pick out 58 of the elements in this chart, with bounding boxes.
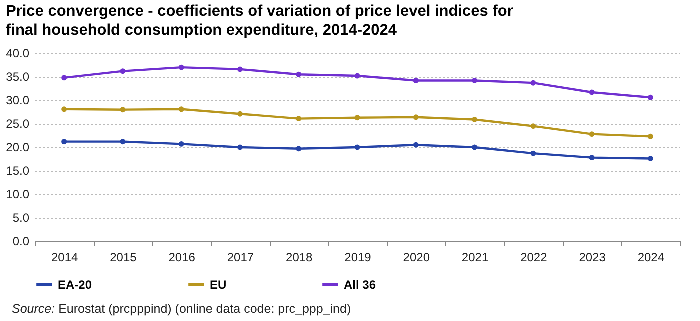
point	[120, 139, 126, 145]
y-tick-label: 5.0	[12, 211, 30, 225]
point	[120, 107, 126, 113]
y-tick-label: 40.0	[6, 46, 30, 60]
point	[648, 94, 654, 100]
x-tick-label: 2016	[168, 250, 196, 264]
point	[62, 106, 68, 112]
x-tick-label: 2017	[227, 250, 254, 264]
point	[413, 78, 419, 84]
y-tick-label: 35.0	[6, 70, 30, 84]
point	[296, 72, 302, 78]
source-note: Source: Eurostat (prcpppind) (online data code: prc_ppp_ind)	[12, 302, 352, 316]
point	[237, 66, 243, 72]
point	[648, 134, 654, 140]
point	[354, 144, 360, 150]
point	[296, 146, 302, 152]
y-tick-label: 0.0	[12, 234, 30, 248]
x-tick-label: 2023	[579, 250, 606, 264]
point	[62, 75, 68, 81]
point	[589, 155, 595, 161]
y-tick-label: 20.0	[6, 140, 30, 154]
x-tick-label: 2014	[51, 250, 78, 264]
point	[237, 111, 243, 117]
point	[472, 78, 478, 84]
x-tick-label: 2024	[638, 250, 665, 264]
point	[178, 64, 184, 70]
y-tick-label: 15.0	[6, 164, 30, 178]
point	[354, 115, 360, 121]
y-tick-label: 25.0	[6, 117, 30, 131]
point	[589, 132, 595, 138]
legend-label: EA-20	[58, 278, 92, 292]
x-tick-label: 2020	[403, 250, 430, 264]
point	[178, 141, 184, 147]
point	[530, 150, 536, 156]
point	[413, 142, 419, 148]
point	[648, 156, 654, 162]
y-tick-label: 10.0	[6, 188, 30, 202]
x-tick-label: 2018	[286, 250, 314, 264]
point	[62, 139, 68, 145]
legend-label: All 36	[344, 278, 376, 292]
legend-label: EU	[210, 278, 227, 292]
point	[472, 144, 478, 150]
point	[296, 116, 302, 122]
point	[178, 106, 184, 112]
point	[530, 80, 536, 86]
y-tick-label: 30.0	[6, 94, 30, 108]
x-tick-label: 2015	[110, 250, 138, 264]
point	[472, 117, 478, 122]
x-tick-label: 2021	[462, 250, 489, 264]
point	[237, 144, 243, 150]
point	[354, 73, 360, 79]
x-tick-label: 2019	[344, 250, 372, 264]
x-tick-label: 2022	[520, 250, 548, 264]
point	[120, 68, 126, 74]
point	[413, 114, 419, 120]
point	[589, 90, 595, 96]
chart-title: Price convergence - coefficients of variation of price level indices for final household consumption expenditure, 2014-2024	[6, 2, 514, 40]
point	[530, 124, 536, 130]
